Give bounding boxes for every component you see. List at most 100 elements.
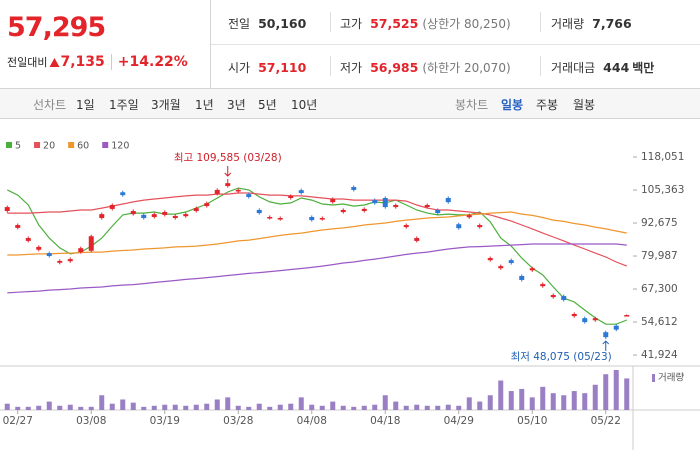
candle-body <box>183 214 189 217</box>
tab[interactable]: 10년 <box>291 98 318 112</box>
candle-body <box>372 200 378 204</box>
candle-body <box>529 268 535 271</box>
tab[interactable]: 1주일 <box>109 98 139 112</box>
candle-body <box>4 207 10 211</box>
volume-bar <box>529 397 535 410</box>
summary-item: 고가 57,525 (상한가 80,250) <box>340 15 511 32</box>
volume-bar <box>298 397 304 410</box>
y-tick-label: 41,924 <box>641 349 678 361</box>
label: 거래량 <box>551 17 585 31</box>
y-tick-label: 118,051 <box>641 151 684 163</box>
legend-label: 5 <box>15 141 21 152</box>
volume-bar <box>15 406 21 410</box>
summary-item: 거래량 7,766 <box>551 15 632 32</box>
value: 7,766 <box>592 16 632 31</box>
candle-body <box>466 215 472 218</box>
x-tick-label: 05/10 <box>517 415 547 427</box>
volume-bar <box>4 403 10 410</box>
volume-bar <box>67 404 73 410</box>
volume-legend-label: 거래량 <box>658 372 684 384</box>
candle-body <box>340 209 346 213</box>
volume-bar <box>351 406 357 410</box>
candle-body <box>25 238 31 241</box>
tab[interactable]: 일봉 <box>501 98 524 112</box>
candle-body <box>57 260 63 263</box>
tab[interactable]: 3개월 <box>151 98 181 112</box>
volume-bar <box>109 403 115 410</box>
candle-body <box>582 318 588 323</box>
change-rate: +14.22% <box>110 54 188 70</box>
candle-body <box>277 218 283 220</box>
legend-swatch <box>68 142 75 148</box>
candle-body <box>624 315 630 317</box>
volume-bar <box>393 401 399 410</box>
candle-body <box>130 210 136 215</box>
annotation-arrow <box>602 340 610 352</box>
volume-bar <box>130 402 136 410</box>
label: 거래대금 <box>551 61 596 75</box>
candle-body <box>46 253 52 256</box>
volume-bar <box>162 404 168 410</box>
candle-body <box>571 314 577 317</box>
volume-bar <box>330 401 336 410</box>
candle-body <box>456 224 462 229</box>
tab[interactable]: 3년 <box>227 98 246 112</box>
volume-bar <box>592 384 598 410</box>
tab[interactable]: 5년 <box>258 98 277 112</box>
divider <box>540 12 541 32</box>
value: 50,160 <box>258 16 307 31</box>
candle-body <box>225 183 231 187</box>
y-tick-label: 67,300 <box>641 283 678 295</box>
candle-body <box>67 259 73 262</box>
volume-bar <box>550 393 556 410</box>
candle-body <box>477 225 483 228</box>
candle-body <box>109 205 115 209</box>
volume-bar <box>172 404 178 410</box>
candle-body <box>393 205 399 208</box>
tab[interactable]: 월봉 <box>573 98 596 112</box>
volume-bar <box>277 404 283 410</box>
candle-body <box>319 218 325 220</box>
candle-body <box>15 225 21 228</box>
volume-bar <box>487 395 493 410</box>
candle-body <box>246 194 252 197</box>
value: 57,110 <box>258 60 307 75</box>
unit: 백만 <box>632 61 655 75</box>
legend-label: 60 <box>77 141 89 152</box>
candle-body <box>550 295 556 298</box>
volume-bar <box>519 388 525 410</box>
candle-body <box>120 192 126 196</box>
change: 전일대비 7,135 +14.22% <box>7 54 188 70</box>
tab[interactable]: 1일 <box>76 98 95 112</box>
candle-body <box>508 260 514 264</box>
volume-bar <box>88 406 94 410</box>
tab[interactable]: 1년 <box>195 98 214 112</box>
label: 시가 <box>228 61 251 75</box>
annotation-arrow <box>224 166 232 177</box>
tab: 선차트 <box>33 98 67 112</box>
legend-label: 20 <box>43 141 55 152</box>
volume-bar <box>382 395 388 410</box>
candle-body <box>193 208 199 211</box>
volume-bar <box>267 406 273 410</box>
annotation-high: 최고 109,585 (03/28) <box>174 152 282 164</box>
volume-bar <box>466 397 472 410</box>
legend-label: 120 <box>111 141 129 152</box>
volume-bar <box>361 405 367 410</box>
header <box>0 0 700 89</box>
divider <box>211 44 700 45</box>
tab[interactable]: 주봉 <box>536 98 559 112</box>
x-tick-label: 03/19 <box>150 415 180 427</box>
volume-bar <box>214 399 220 410</box>
x-tick-label: 04/08 <box>297 415 327 427</box>
change-value: 7,135 <box>60 54 105 70</box>
candle-body <box>487 258 493 261</box>
annotation-low: 최저 48,075 (05/23) <box>511 351 612 363</box>
volume-bar <box>193 404 199 410</box>
volume-bar <box>78 406 84 410</box>
volume-bar <box>183 405 189 410</box>
legend-swatch <box>34 142 41 148</box>
volume-bar <box>141 406 147 410</box>
